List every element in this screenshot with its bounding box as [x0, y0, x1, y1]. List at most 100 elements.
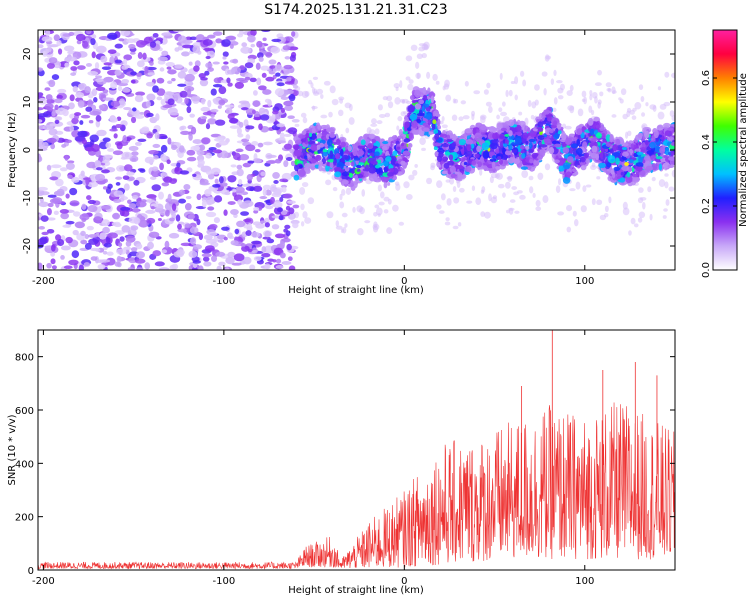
spectrogram-cell	[45, 30, 51, 37]
spectrogram-cell	[128, 43, 136, 50]
spectrogram-cell	[339, 148, 344, 157]
spectrogram-cell	[91, 88, 98, 97]
spectrogram-cell	[229, 125, 240, 129]
spectrogram-cell	[574, 219, 579, 227]
spectrogram-cell	[80, 170, 85, 177]
spectrogram-cell	[87, 199, 96, 205]
spectrogram-cell	[177, 223, 182, 230]
spectrogram-cell	[401, 99, 406, 104]
spectrogram-cell	[582, 185, 587, 192]
spectrogram-cell	[114, 261, 121, 267]
spectrogram-cell	[102, 97, 113, 101]
spectrogram-cell	[261, 253, 271, 258]
spectrogram-cell	[316, 88, 324, 95]
spectrogram-cell	[671, 169, 675, 178]
spectrogram-cell	[522, 79, 527, 87]
spectrogram-cell	[542, 195, 549, 204]
spectrogram-cell	[553, 120, 558, 126]
spectrogram-cell	[146, 112, 154, 118]
spectrogram-cell	[203, 261, 212, 267]
spectrogram-cell	[432, 119, 437, 125]
spectrogram-cell	[439, 133, 448, 139]
spectrogram-cell	[635, 162, 644, 167]
spectrogram-cell	[411, 99, 417, 104]
spectrogram-cell	[286, 200, 296, 204]
spectrogram-cell	[85, 63, 92, 67]
spectrogram-cell	[596, 199, 603, 206]
spectrogram-cell	[87, 181, 99, 188]
spectrogram-cell	[149, 41, 157, 48]
spectrogram-cell	[255, 62, 261, 70]
spectrogram-cell	[471, 160, 477, 166]
spectrogram-cell	[199, 78, 209, 87]
spectrogram-cell	[83, 262, 91, 267]
spectrogram-cell	[240, 211, 250, 216]
spectrogram-cell	[276, 140, 287, 144]
spectrogram-cell	[181, 51, 190, 57]
spectrogram-cell	[621, 165, 630, 172]
spectrogram-cell	[133, 217, 141, 225]
spectrogram-cell	[297, 169, 306, 177]
spectrogram-cell	[473, 90, 481, 95]
spectrogram-cell	[123, 183, 130, 191]
spectrogram-cell	[354, 174, 358, 181]
spectrogram-cell	[187, 81, 194, 86]
spectrogram-cell	[207, 34, 216, 39]
spectrogram-cell	[591, 145, 598, 153]
spectrogram-cell	[452, 225, 459, 230]
spectrogram-cell	[594, 96, 598, 104]
spectrogram-cell	[195, 34, 205, 42]
spectrogram-cell	[266, 154, 277, 158]
spectrogram-cell	[508, 89, 513, 97]
spectrogram-cell	[249, 264, 256, 270]
spectrogram-cell	[394, 181, 400, 186]
spectrogram-cell	[611, 152, 620, 157]
spectrogram-cell	[444, 221, 451, 226]
y-tick-label: 400	[15, 459, 34, 470]
spectrogram-cell	[79, 120, 84, 125]
spectrogram-cell	[425, 113, 433, 120]
spectrogram-cell	[38, 92, 44, 97]
spectrogram-cell	[300, 112, 307, 118]
spectrogram-cell	[137, 52, 143, 59]
spectrogram-cell	[520, 166, 528, 170]
spectrogram-cell	[118, 38, 125, 42]
spectrogram-cell	[234, 81, 245, 89]
spectrogram-cell	[427, 131, 434, 135]
spectrogram-cell	[192, 139, 203, 145]
spectrogram-cell	[137, 138, 147, 142]
spectrogram-cell	[422, 94, 428, 101]
spectrogram-cell	[44, 87, 51, 91]
spectrogram-cell	[271, 224, 280, 230]
spectrogram-cell	[179, 170, 190, 175]
spectrogram-cell	[184, 202, 192, 211]
spectrogram-cell	[146, 209, 153, 214]
spectrogram-cell	[48, 79, 56, 88]
spectrogram-cell	[275, 258, 282, 264]
colorbar-frame	[712, 29, 738, 271]
spectrogram-cell	[511, 186, 518, 190]
spectrogram-cell	[604, 205, 609, 213]
spectrogram-cell	[409, 113, 418, 121]
spectrogram-cell	[514, 137, 522, 145]
spectrogram-cell	[492, 155, 497, 160]
spectrogram-cell	[618, 97, 622, 101]
spectrogram-cell	[208, 223, 218, 230]
spectrogram-cell	[320, 94, 324, 99]
spectrogram-cell	[51, 111, 56, 117]
spectrogram-cell	[432, 73, 438, 81]
spectrogram-cell	[667, 164, 675, 168]
spectrogram-cell	[87, 99, 94, 108]
spectrogram-cell	[46, 228, 55, 234]
spectrogram-cell	[638, 156, 643, 164]
spectrogram-cell	[196, 193, 202, 201]
spectrogram-cell	[664, 173, 669, 177]
spectrogram-cell	[192, 173, 197, 177]
spectrogram-cell	[391, 135, 398, 140]
spectrogram-cell	[668, 156, 675, 162]
spectrogram-cell	[99, 259, 111, 263]
spectrogram-cell	[529, 129, 537, 138]
spectrogram-cell	[48, 128, 58, 136]
spectrogram-cell	[112, 150, 124, 156]
spectrogram-cell	[368, 167, 376, 174]
